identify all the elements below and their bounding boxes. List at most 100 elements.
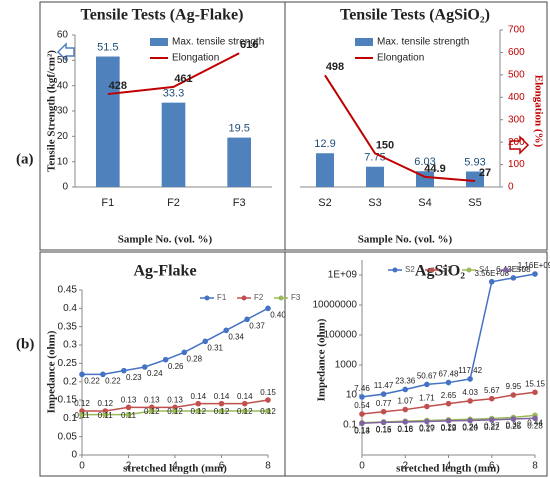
point-value-label: 0.34 <box>228 332 244 341</box>
marker <box>467 376 473 382</box>
y-tick-label: 1000 <box>335 360 358 371</box>
y-tick-label: 0.2 <box>63 376 77 387</box>
line <box>324 74 476 182</box>
y-tick-label: 0.1 <box>63 413 77 424</box>
marker <box>202 338 209 345</box>
axis-arrow <box>509 135 530 155</box>
marker <box>241 400 248 407</box>
marker <box>445 418 452 424</box>
legend-label: Max. tensile strength <box>377 37 469 48</box>
point-value-label: 0.24 <box>147 369 163 378</box>
point-value-label: 0.26 <box>168 362 184 371</box>
marker <box>148 408 155 414</box>
bar <box>466 171 484 187</box>
marker <box>141 364 148 370</box>
x-tick-label: S3 <box>368 197 381 209</box>
x-tick-label: S4 <box>418 197 431 209</box>
y-tick-label: 0.4 <box>63 303 77 314</box>
x-axis-label: Sample No. (vol. %) <box>118 234 213 246</box>
marker <box>100 371 106 378</box>
x-tick-label: 2 <box>126 461 132 472</box>
point-value-label: 2.65 <box>441 391 457 400</box>
bar-value-label: 6.03 <box>414 156 435 168</box>
marker <box>380 419 387 426</box>
y2-tick-label: 300 <box>508 114 525 125</box>
legend-label: F1 <box>217 293 227 302</box>
point-value-label: 11.47 <box>374 381 394 390</box>
marker <box>162 356 169 363</box>
bar-value-label: 5.93 <box>464 156 485 168</box>
legend-label: S4 <box>479 265 489 274</box>
marker <box>488 395 495 402</box>
y-tick-label: 0.1 <box>343 420 357 431</box>
point-value-label: 1.71 <box>419 394 435 403</box>
line <box>107 52 240 96</box>
point-value-label: 0.22 <box>84 376 100 385</box>
point-value-label: 0.20 <box>419 424 435 433</box>
legend-marker <box>503 267 509 273</box>
point-value-label: 0.12 <box>237 407 253 416</box>
legend-swatch <box>355 38 373 46</box>
y-tick-label: 60 <box>57 30 69 41</box>
y-axis-label: Impedance (ohm) <box>316 318 328 401</box>
marker <box>195 408 202 414</box>
point-value-label: 0.22 <box>484 423 500 432</box>
point-value-label: 0.77 <box>376 399 392 408</box>
point-value-label: 0.32 <box>506 421 522 430</box>
marker <box>359 394 365 400</box>
marker <box>380 391 387 397</box>
point-value-label: 0.13 <box>167 395 183 404</box>
point-value-label: 0.11 <box>98 411 114 420</box>
point-value-label: 0.27 <box>484 422 500 431</box>
y2-tick-label: 500 <box>508 69 525 80</box>
point-value-label: 6.43E+08 <box>496 265 531 274</box>
legend-label: S2 <box>405 265 415 274</box>
point-value-label: 0.23 <box>126 373 142 382</box>
y-tick-label: 50 <box>57 55 69 66</box>
legend-marker <box>241 295 247 301</box>
marker <box>510 275 517 281</box>
marker <box>424 381 430 388</box>
y2-tick-label: 700 <box>508 25 525 36</box>
line <box>82 307 269 376</box>
bar-value-label: 19.5 <box>228 123 249 135</box>
point-value-label: 0.11 <box>75 411 91 420</box>
point-value-label: 0.24 <box>462 422 478 431</box>
point-value-label: 7.46 <box>354 384 370 393</box>
x-axis-label: Sample No. (vol. %) <box>358 234 453 246</box>
point-value-label: 67.48 <box>438 370 459 379</box>
point-value-label: 0.12 <box>97 399 113 408</box>
marker <box>467 398 473 404</box>
x-tick-label: 6 <box>219 461 225 472</box>
point-value-label: 0.28 <box>187 354 203 363</box>
marker <box>380 408 387 415</box>
marker <box>488 278 495 285</box>
point-value-label: 0.28 <box>527 421 543 430</box>
y2-tick-label: 0 <box>508 182 514 193</box>
marker <box>244 316 250 323</box>
x-tick-label: 0 <box>79 461 85 472</box>
y-tick-label: 0.15 <box>58 395 78 406</box>
y-tick-label: 10000000 <box>313 300 358 311</box>
legend-marker <box>429 267 435 273</box>
chart-title: Tensile Tests (AgSiO₂) <box>340 7 490 24</box>
x-tick-label: 0 <box>359 461 365 472</box>
point-value-label: 50.67 <box>417 372 438 381</box>
y-tick-label: 0.35 <box>58 321 78 332</box>
marker <box>218 400 225 407</box>
legend-marker <box>278 295 284 301</box>
bar <box>227 137 251 187</box>
marker <box>532 271 538 277</box>
bar-value-label: 51.5 <box>97 41 118 53</box>
chart-title: Ag-Flake <box>133 263 196 280</box>
marker <box>532 415 538 422</box>
y-tick-label: 10 <box>57 156 69 167</box>
point-value-label: 0.20 <box>462 424 478 433</box>
marker <box>445 400 452 407</box>
x-tick-label: 8 <box>265 461 271 472</box>
marker <box>125 411 132 418</box>
legend-marker <box>392 267 398 273</box>
bar <box>161 102 186 187</box>
point-value-label: 3.56E+08 <box>475 269 510 278</box>
legend-label: F2 <box>254 293 264 302</box>
